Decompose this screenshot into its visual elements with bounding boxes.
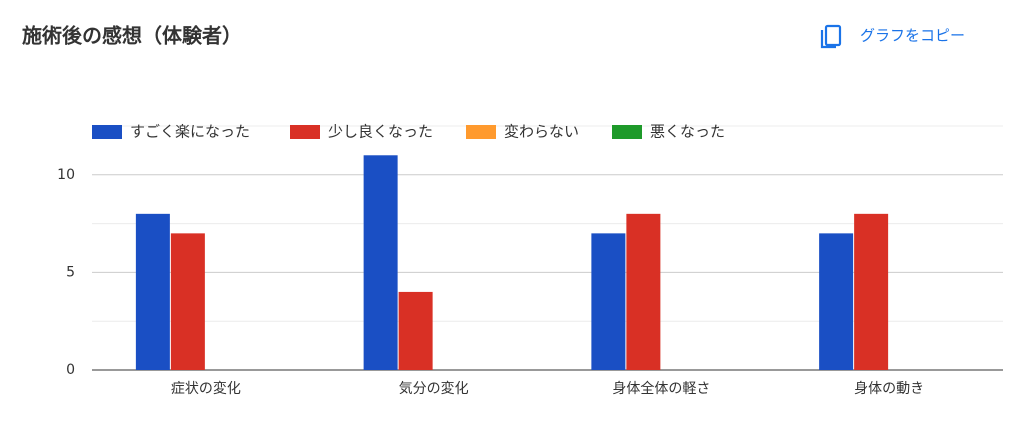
x-tick-label: 身体の動き bbox=[854, 381, 924, 397]
copy-icon bbox=[824, 24, 842, 47]
bar bbox=[135, 213, 170, 370]
x-tick-label: 症状の変化 bbox=[171, 380, 241, 397]
legend-label: 悪くなった bbox=[650, 123, 725, 141]
legend-swatch bbox=[92, 125, 122, 139]
y-tick-label: 5 bbox=[66, 264, 75, 280]
bar bbox=[591, 233, 626, 370]
copy-label[interactable]: グラフをコピー bbox=[860, 27, 965, 45]
bar bbox=[170, 233, 205, 370]
copy-button[interactable]: グラフをコピー bbox=[820, 24, 965, 49]
y-tick-label: 0 bbox=[66, 362, 75, 378]
chart-title: 施術後の感想（体験者） bbox=[22, 24, 242, 48]
copy-icon bbox=[820, 30, 836, 49]
x-tick-label: 気分の変化 bbox=[399, 380, 469, 397]
x-tick-label: 身体全体の軽さ bbox=[612, 380, 710, 397]
legend-swatch bbox=[290, 125, 320, 139]
bar bbox=[626, 213, 661, 370]
legend-label: 少し良くなった bbox=[328, 123, 433, 141]
bar bbox=[819, 233, 854, 370]
legend-swatch bbox=[612, 125, 642, 139]
legend-label: 変わらない bbox=[504, 123, 579, 141]
bar bbox=[363, 155, 398, 370]
legend-swatch bbox=[466, 125, 496, 139]
bar bbox=[854, 213, 889, 370]
legend-label: すごく楽になった bbox=[130, 123, 250, 141]
bar bbox=[398, 291, 433, 370]
y-tick-label: 10 bbox=[57, 167, 75, 183]
